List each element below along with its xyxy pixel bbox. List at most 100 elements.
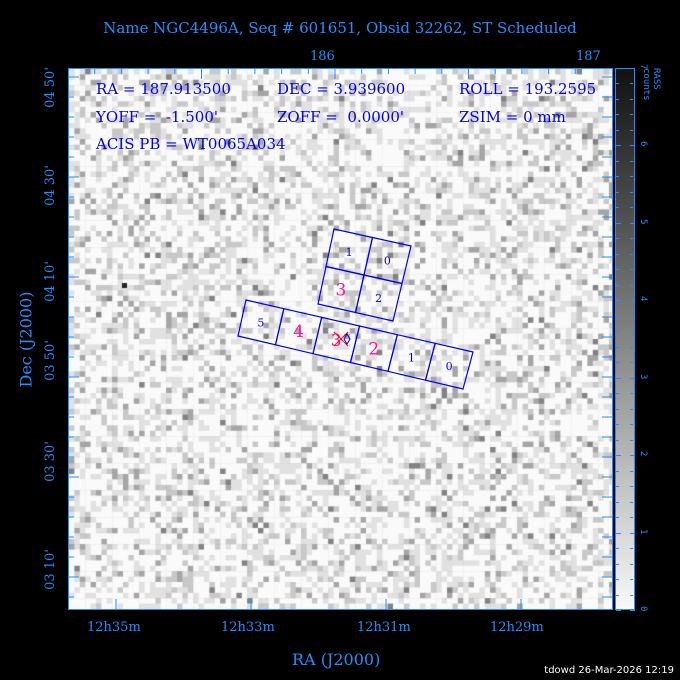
colorbar-tick-label: 0	[638, 606, 648, 612]
left-tick-label: 03 10'	[42, 549, 58, 590]
colorbar-tick	[630, 207, 633, 209]
plot-title: Name NGC4496A, Seq # 601651, Obsid 32262…	[103, 19, 577, 37]
colorbar-tick	[616, 238, 619, 240]
colorbar-tick	[630, 362, 633, 364]
colorbar-tick	[616, 532, 621, 534]
colorbar-tick	[630, 160, 633, 162]
colorbar-tick	[616, 610, 621, 611]
left-tick-label: 04 10'	[42, 261, 58, 302]
chip-label: 3	[335, 281, 346, 301]
colorbar-tick	[616, 68, 621, 69]
bottom-tick-label: 12h31m	[357, 620, 411, 635]
colorbar-tick	[630, 408, 633, 410]
colorbar-tick	[616, 470, 619, 472]
colorbar-tick	[616, 346, 619, 348]
aimpoint-marker	[333, 331, 349, 347]
colorbar-tick	[630, 315, 633, 317]
bottom-tick-label: 12h29m	[490, 620, 544, 635]
colorbar-tick	[616, 253, 619, 255]
sky-image[interactable]: 1 0 3 2 5 4 3 2 1 0 RA = 187.913500 DEC = 3.93960…	[68, 68, 613, 610]
colorbar-tick	[616, 331, 619, 333]
colorbar-tick	[616, 300, 621, 302]
colorbar	[615, 68, 635, 610]
top-tick-label: 186	[310, 49, 335, 64]
chip-label: 1	[346, 246, 353, 259]
colorbar-tick	[616, 129, 619, 131]
colorbar-tick	[616, 176, 619, 178]
colorbar-tick	[616, 579, 619, 581]
colorbar-tick	[616, 284, 619, 286]
chip-label: 4	[293, 322, 304, 342]
left-tick-label: 04 50'	[42, 67, 58, 108]
colorbar-tick-label: 4	[638, 296, 648, 302]
colorbar-tick	[630, 176, 633, 178]
colorbar-tick	[616, 222, 621, 224]
colorbar-tick	[616, 269, 619, 271]
x-axis-label: RA (J2000)	[292, 650, 381, 669]
zsim-readout: ZSIM = 0 mm	[459, 108, 566, 126]
colorbar-tick	[616, 548, 619, 550]
acis-pb-readout: ACIS PB = WT0065A034	[96, 135, 286, 153]
colorbar-tick	[630, 114, 633, 116]
acis-chip-overlay: 1 0 3 2 5 4 3 2 1 0	[69, 69, 612, 609]
top-tick-label: 187	[576, 49, 601, 64]
colorbar-tick	[616, 98, 619, 100]
colorbar-tick	[630, 269, 633, 271]
acis-s-chip[interactable]	[424, 342, 474, 390]
colorbar-tick	[630, 563, 633, 565]
colorbar-tick	[630, 501, 633, 503]
colorbar-tick	[630, 238, 633, 240]
colorbar-tick	[616, 362, 619, 364]
chip-label: 3	[331, 331, 342, 351]
colorbar-tick	[630, 191, 633, 193]
colorbar-tick	[630, 424, 633, 426]
colorbar-tick	[616, 191, 619, 193]
colorbar-tick	[630, 470, 633, 472]
footer-timestamp: tdowd 26-Mar-2026 12:19	[544, 665, 674, 676]
yoff-readout: YOFF = -1.500'	[96, 108, 219, 126]
colorbar-tick	[630, 579, 633, 581]
colorbar-tick	[630, 222, 635, 224]
colorbar-tick	[616, 563, 619, 565]
colorbar-tick	[630, 377, 635, 379]
left-tick-label: 03 30'	[42, 441, 58, 482]
roll-readout: ROLL = 193.2595	[459, 80, 597, 98]
colorbar-tick	[630, 284, 633, 286]
colorbar-tick	[630, 532, 635, 534]
colorbar-tick	[630, 548, 633, 550]
zoff-readout: ZOFF = 0.0000'	[277, 108, 405, 126]
pointing-marker	[343, 333, 351, 345]
bottom-tick-label: 12h33m	[221, 620, 275, 635]
colorbar-tick	[630, 83, 633, 85]
colorbar-tick	[630, 486, 633, 488]
colorbar-tick	[616, 594, 619, 596]
colorbar-tick	[630, 439, 633, 441]
left-tick-label: 03 50'	[42, 340, 58, 381]
colorbar-tick-label: 1	[638, 528, 648, 534]
colorbar-tick	[616, 377, 621, 379]
chip-label: 0	[384, 255, 391, 268]
colorbar-tick-label: 2	[638, 451, 648, 457]
y-axis-label: Dec (J2000)	[16, 291, 36, 388]
colorbar-tick	[630, 455, 635, 457]
left-tick-label: 04 30'	[42, 165, 58, 206]
acis-i-chip[interactable]	[354, 274, 403, 322]
chip-label: 5	[257, 316, 264, 329]
colorbar-tick	[616, 160, 619, 162]
colorbar-tick	[616, 408, 619, 410]
chip-label: 0	[446, 360, 453, 373]
colorbar-tick-label: 6	[638, 141, 648, 147]
colorbar-tick	[630, 68, 635, 69]
colorbar-tick	[616, 486, 619, 488]
colorbar-tick	[630, 517, 633, 519]
colorbar-tick	[616, 207, 619, 209]
colorbar-tick	[616, 439, 619, 441]
colorbar-tick	[630, 393, 633, 395]
colorbar-tick	[616, 114, 619, 116]
colorbar-tick	[630, 129, 633, 131]
colorbar-tick-label: 3	[638, 373, 648, 380]
colorbar-tick	[616, 315, 619, 317]
colorbar-tick	[616, 455, 621, 457]
colorbar-tick	[630, 594, 633, 596]
